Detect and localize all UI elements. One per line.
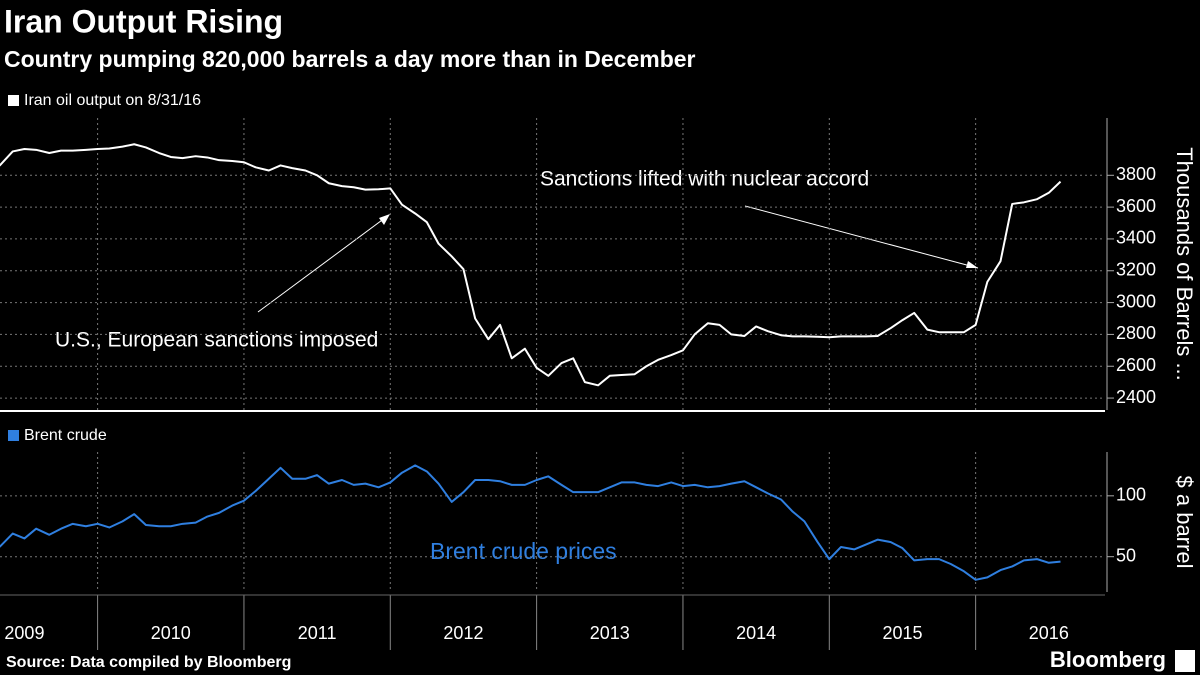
x-tick-label: 2013 [590,623,630,643]
y-axis-label: $ a barrel [1172,476,1197,569]
y-tick-label: 3000 [1116,291,1156,311]
y-tick-label: 100 [1116,485,1146,505]
legend-swatch [8,95,19,106]
y-tick-label: 2800 [1116,323,1156,343]
y-tick-label: 2400 [1116,387,1156,407]
legend-label: Brent crude [24,427,107,444]
x-tick-label: 2016 [1029,623,1069,643]
y-tick-label: 50 [1116,545,1136,565]
legend-swatch [8,430,19,441]
arrow-head [966,261,978,268]
annotation: Sanctions lifted with nuclear accord [540,168,869,191]
chart-subtitle: Country pumping 820,000 barrels a day mo… [4,46,696,72]
x-tick-label: 2010 [151,623,191,643]
annotation-arrow [257,214,390,313]
data-line [0,143,1062,387]
y-axis-label: Thousands of Barrels ... [1172,147,1197,381]
x-tick-label: 2011 [298,623,337,643]
legend-label: Iran oil output on 8/31/16 [24,92,201,109]
chart-title: Iran Output Rising [4,3,283,39]
x-tick-label: 2009 [4,623,44,643]
annotation: U.S., European sanctions imposed [55,329,378,352]
brand: Bloomberg [1050,647,1166,672]
annotation: Brent crude prices [430,538,617,564]
y-tick-label: 2600 [1116,355,1156,375]
y-tick-label: 3400 [1116,228,1156,248]
data-line [0,464,1061,581]
annotation-arrow [744,205,979,269]
y-tick-label: 3200 [1116,260,1156,280]
brand-icon [1175,650,1195,672]
x-tick-label: 2012 [443,623,483,643]
arrow-head [379,214,390,225]
x-tick-label: 2014 [736,623,776,643]
source-note: Source: Data compiled by Bloomberg [6,654,291,671]
y-tick-label: 3600 [1116,196,1156,216]
x-tick-label: 2015 [882,623,922,643]
y-tick-label: 3800 [1116,164,1156,184]
